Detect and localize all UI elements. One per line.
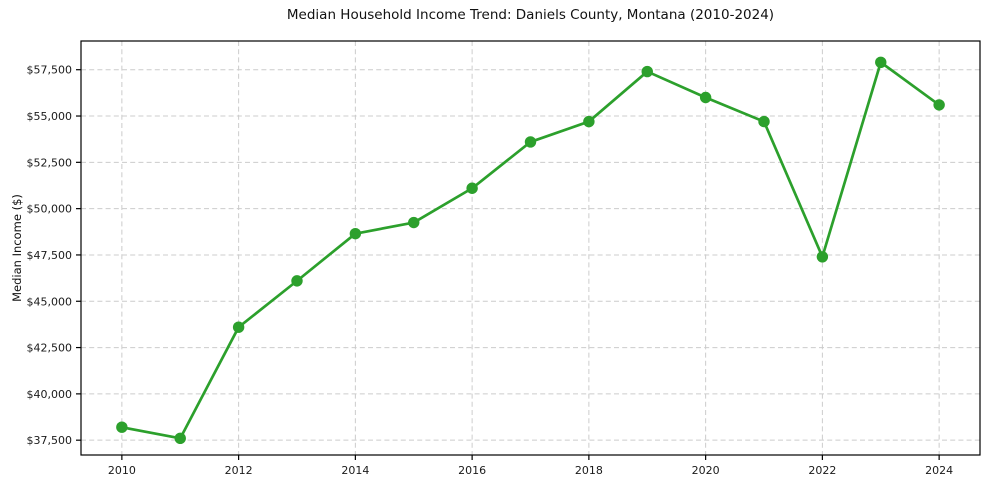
data-point-2019 [641,65,653,78]
trend-line [120,60,941,440]
data-point-2013 [291,275,303,287]
x-tick-label: 2022 [808,464,836,477]
x-tick-label: 2016 [458,464,486,477]
data-point-2018 [583,115,595,128]
y-tick-label: $52,500 [27,156,73,169]
y-tick-label: $37,500 [27,434,73,447]
x-tick-label: 2010 [108,464,136,477]
x-tick-label: 2014 [341,464,369,477]
data-point-2024 [933,99,945,111]
x-tick-label: 2020 [692,464,720,477]
data-point-2023 [875,56,887,69]
chart-title: Median Household Income Trend: Daniels C… [286,7,775,23]
data-point-2014 [349,227,362,240]
y-tick-label: $57,500 [27,64,73,77]
data-point-2020 [699,91,712,104]
data-point-2012 [232,321,245,333]
y-tick-label: $42,500 [27,342,73,355]
data-point-2022 [816,251,829,263]
y-tick-label: $40,000 [27,388,73,401]
data-point-2010 [116,421,128,433]
data-point-2021 [758,115,770,128]
data-point-2011 [174,432,186,445]
y-tick-label: $45,000 [27,295,73,308]
plot-border [80,40,981,456]
data-point-2017 [524,136,537,148]
y-tick-label: $55,000 [27,110,73,123]
x-tick-label: 2024 [925,464,953,477]
data-point-2016 [466,182,478,194]
y-tick-label: $50,000 [27,203,73,216]
y-tick-label: $47,500 [27,249,73,262]
data-point-2015 [408,216,420,229]
x-tick-label: 2012 [225,464,253,477]
x-tick-label: 2018 [575,464,603,477]
